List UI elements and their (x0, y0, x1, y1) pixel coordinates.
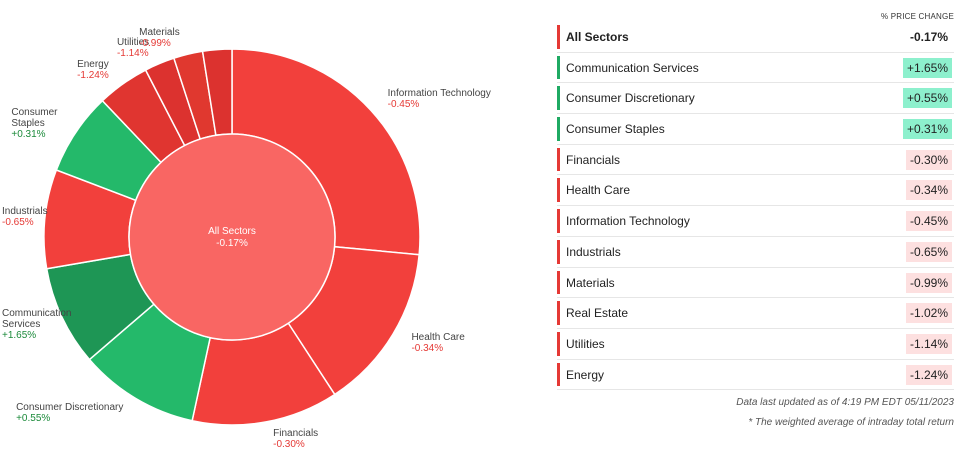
row-color-bar (557, 55, 560, 80)
table-row[interactable]: Real Estate -1.02% (557, 298, 954, 329)
column-header: % PRICE CHANGE (880, 12, 954, 21)
label-name: Energy (77, 59, 109, 71)
label-name: Industrials (2, 206, 48, 218)
label-industrials: Industrials -0.65% (2, 206, 48, 228)
row-price-change: -1.14% (905, 333, 952, 354)
label-name: Communication Services (2, 307, 72, 330)
table-row[interactable]: Health Care -0.34% (557, 175, 954, 207)
row-sector-name: Utilities (566, 336, 605, 351)
row-price-change: -1.02% (905, 303, 952, 324)
row-price-change: +1.65% (902, 57, 952, 78)
row-price-change: -0.99% (905, 272, 952, 293)
label-value: -0.30% (273, 438, 305, 450)
label-name: Financials (273, 427, 319, 439)
row-color-bar (557, 178, 560, 203)
label-utilities: Utilities -1.14% (117, 37, 149, 59)
label-value: -0.99% (139, 37, 171, 49)
center-circle[interactable] (128, 133, 336, 341)
row-price-change: +0.55% (902, 88, 952, 109)
label-financials: Financials -0.30% (273, 428, 318, 450)
label-value: +0.55% (16, 413, 51, 425)
row-color-bar (557, 270, 560, 295)
label-value: -0.34% (411, 343, 444, 354)
label-name: Utilities (116, 36, 150, 48)
table-row[interactable]: Industrials -0.65% (557, 237, 954, 268)
label-name: Materials (139, 26, 180, 38)
label-value: -1.14% (116, 47, 149, 59)
row-price-change: -0.65% (905, 241, 952, 262)
center-label-value: -0.17% (216, 238, 248, 249)
row-price-change: -0.17% (909, 30, 948, 44)
row-sector-name: Materials (566, 275, 615, 290)
row-sector-name: Information Technology (566, 214, 690, 229)
label-energy: Energy -1.24% (77, 59, 109, 81)
row-color-bar (557, 25, 560, 49)
label-communication-services: Communication Services +1.65% (2, 308, 71, 341)
donut-svg (43, 48, 421, 426)
table-row[interactable]: Consumer Staples +0.31% (557, 114, 954, 145)
label-information-technology: Information Technology -0.45% (388, 88, 491, 110)
row-sector-name: Health Care (566, 183, 631, 198)
label-value: +1.65% (2, 329, 37, 341)
table-row[interactable]: Energy -1.24% (557, 360, 954, 391)
sector-table: % PRICE CHANGE All Sectors -0.17% Communic… (557, 0, 954, 391)
row-price-change: +0.31% (902, 119, 952, 140)
center-label: All Sectors -0.17% (182, 226, 282, 250)
row-sector-name: Energy (566, 367, 605, 382)
table-row[interactable]: Materials -0.99% (557, 268, 954, 299)
label-materials: Materials -0.99% (139, 27, 180, 49)
label-name: Information Technology (387, 88, 491, 100)
table-row[interactable]: Information Technology -0.45% (557, 206, 954, 237)
label-value: +0.31% (11, 128, 46, 140)
label-name: Health Care (411, 332, 465, 343)
table-row[interactable]: Utilities -1.14% (557, 329, 954, 360)
row-color-bar (557, 301, 560, 325)
label-name: Consumer Discretionary (16, 402, 124, 414)
weighting-note: * The weighted average of intraday total… (748, 417, 954, 428)
row-sector-name: Consumer Staples (566, 122, 665, 137)
row-color-bar (557, 331, 560, 356)
row-sector-name: Financials (566, 152, 621, 167)
last-updated-note: Data last updated as of 4:19 PM EDT 05/1… (736, 397, 954, 408)
row-sector-name: Consumer Discretionary (566, 91, 695, 106)
row-color-bar (557, 209, 560, 233)
label-health-care: Health Care -0.34% (411, 332, 464, 354)
row-sector-name: Real Estate (566, 306, 629, 321)
row-sector-name: Communication Services (566, 60, 699, 75)
sector-donut-chart: All Sectors -0.17% Information Technolog… (2, 27, 491, 450)
row-price-change: -0.45% (905, 211, 952, 232)
label-value: -0.45% (387, 99, 420, 111)
label-value: -1.24% (77, 70, 109, 82)
label-consumer-discretionary: Consumer Discretionary +0.55% (16, 402, 123, 424)
table-row[interactable]: All Sectors -0.17% (557, 22, 954, 53)
table-row[interactable]: Consumer Discretionary +0.55% (557, 83, 954, 115)
row-color-bar (557, 147, 560, 172)
table-row[interactable]: Financials -0.30% (557, 145, 954, 176)
center-label-title: All Sectors (208, 226, 256, 237)
row-price-change: -0.34% (905, 180, 952, 201)
row-price-change: -0.30% (905, 149, 952, 170)
table-rows: All Sectors -0.17% Communication Services +… (557, 22, 954, 391)
label-name: Consumer Staples (11, 106, 58, 129)
row-sector-name: All Sectors (566, 30, 629, 44)
row-color-bar (557, 362, 560, 387)
table-row[interactable]: Communication Services +1.65% (557, 53, 954, 84)
row-sector-name: Industrials (566, 244, 621, 259)
row-color-bar (557, 117, 560, 141)
row-price-change: -1.24% (905, 364, 952, 385)
row-color-bar (557, 86, 560, 111)
label-consumer-staples: Consumer Staples +0.31% (11, 107, 57, 140)
label-value: -0.65% (2, 217, 34, 229)
row-color-bar (557, 239, 560, 264)
